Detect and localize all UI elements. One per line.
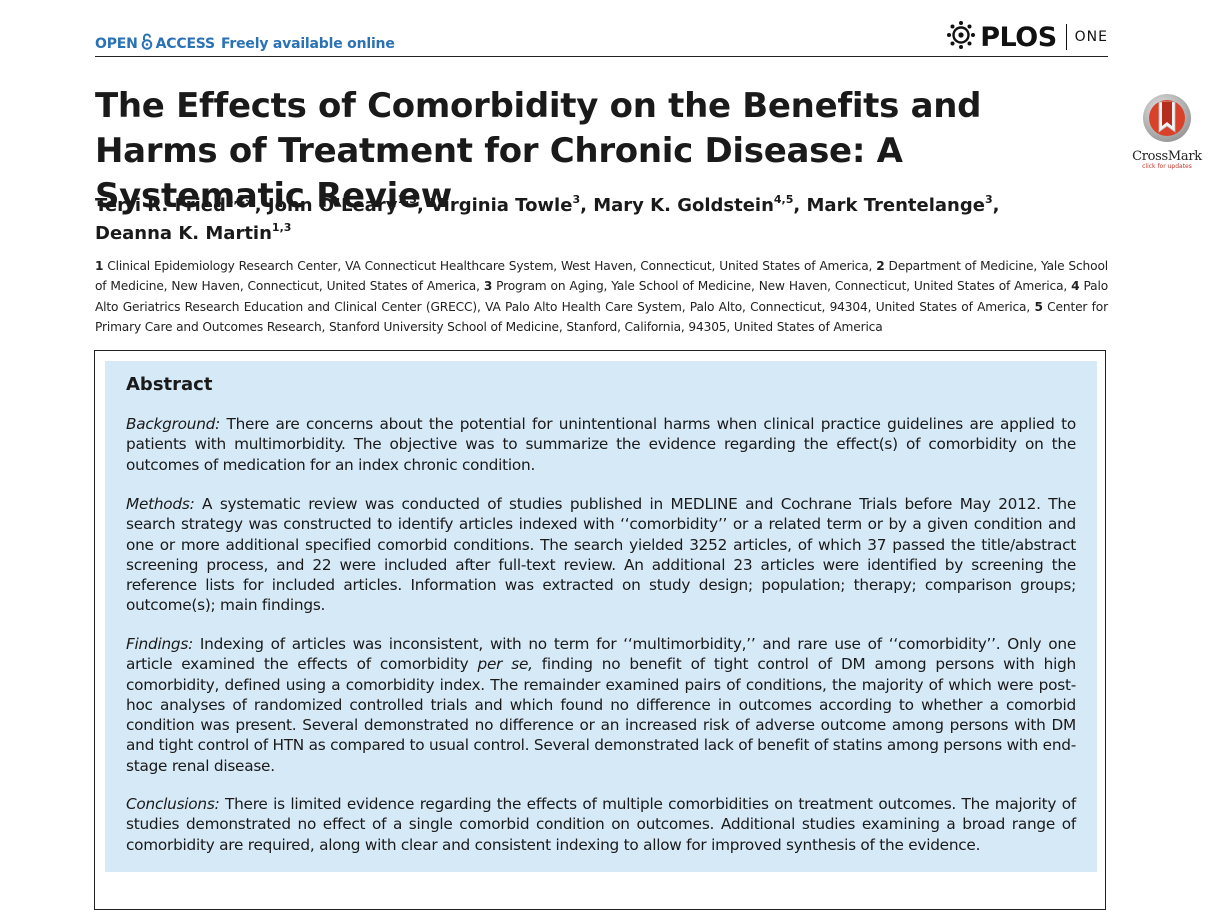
author-affiliation-marker: 1,3: [271, 221, 292, 234]
author-name[interactable]: Mark Trentelange: [806, 195, 985, 216]
affiliation-number: 4: [1071, 279, 1080, 294]
freely-available-label: Freely available online: [220, 36, 395, 52]
author-affiliation-marker: 4,5: [773, 193, 794, 206]
plos-wordmark: PLOS: [980, 21, 1057, 53]
author-name[interactable]: John O’Leary: [267, 195, 398, 216]
author-name[interactable]: Terri R. Fried: [95, 195, 226, 216]
abstract-conclusions: Conclusions: There is limited evidence r…: [126, 794, 1076, 855]
corresponding-author-marker: *: [245, 195, 255, 216]
affiliation-text: Palo Alto Geriatrics Research Education …: [95, 279, 1108, 314]
open-label: OPEN: [95, 36, 138, 52]
abstract-heading: Abstract: [126, 374, 213, 395]
crossmark-icon: [1143, 94, 1191, 142]
section-text: A systematic review was conducted of stu…: [126, 495, 1076, 615]
author-name[interactable]: Deanna K. Martin: [95, 223, 272, 244]
open-lock-icon: [141, 33, 153, 54]
author-list: Terri R. Fried1,2*, John O’Leary1,3, Vir…: [95, 193, 1000, 244]
section-text: Indexing of articles was inconsistent, w…: [126, 635, 1076, 674]
section-label: Findings:: [126, 635, 193, 653]
author-affiliation-marker: 3: [572, 193, 581, 206]
affiliation-text: Clinical Epidemiology Research Center, V…: [107, 259, 873, 273]
affiliation-number: 2: [876, 259, 885, 273]
section-label: Background:: [126, 415, 220, 433]
author-affiliation-marker: 1,2: [225, 193, 246, 206]
access-label: ACCESS: [155, 36, 215, 52]
section-label: Methods:: [126, 495, 195, 513]
affiliation-number: 3: [483, 279, 493, 294]
abstract-background: Background: There are concerns about the…: [126, 414, 1076, 475]
plos-logo-icon: [946, 20, 976, 54]
crossmark-subtitle: click for updates: [1142, 163, 1192, 170]
journal-header: OPEN ACCESS Freely available online PLOS O…: [95, 18, 1108, 57]
logo-divider: [1065, 24, 1067, 50]
author-name[interactable]: Mary K. Goldstein: [593, 195, 774, 216]
one-wordmark: ONE: [1074, 29, 1108, 45]
crossmark-label: CrossMark: [1132, 149, 1202, 164]
section-text: There is limited evidence regarding the …: [126, 795, 1076, 854]
author-name[interactable]: Virginia Towle: [430, 195, 573, 216]
author-affiliation-marker: 3: [984, 193, 993, 206]
section-label: Conclusions:: [126, 795, 220, 813]
affiliation-number: 1: [95, 259, 104, 273]
section-text: There are concerns about the potential f…: [126, 415, 1076, 474]
abstract-panel: [105, 361, 1097, 872]
affiliation-text: Program on Aging, Yale School of Medicin…: [496, 279, 1068, 294]
affiliation-text: Center for Primary Care and Outcomes Res…: [95, 299, 1108, 334]
section-text: finding no benefit of tight control of D…: [126, 655, 1076, 775]
crossmark-badge[interactable]: CrossMark click for updates: [1127, 93, 1207, 173]
abstract-methods: Methods: A systematic review was conduct…: [126, 494, 1076, 616]
affiliation-text: Department of Medicine, Yale School of M…: [95, 259, 1108, 294]
article-title: The Effects of Comorbidity on the Benefi…: [95, 86, 982, 216]
author-affiliation-marker: 1,3: [397, 193, 417, 206]
plos-one-logo[interactable]: PLOS ONE: [946, 20, 1108, 54]
emphasis-text: per se,: [477, 655, 533, 674]
abstract-findings: Findings: Indexing of articles was incon…: [126, 634, 1076, 776]
affiliation-number: 5: [1034, 299, 1043, 314]
affiliation-list: 1 Clinical Epidemiology Research Center,…: [95, 256, 1108, 337]
open-access-banner[interactable]: OPEN ACCESS Freely available online: [95, 33, 395, 54]
